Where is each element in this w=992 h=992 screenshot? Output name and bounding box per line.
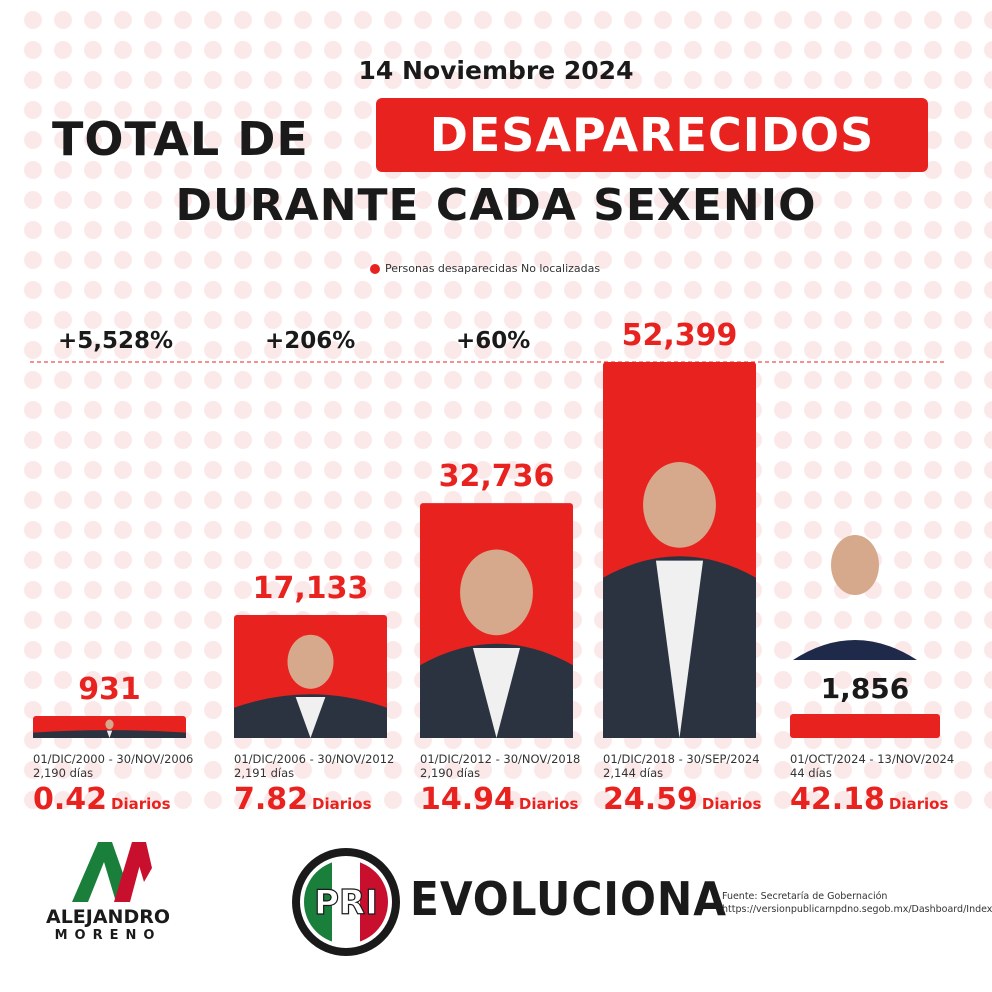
daily-rate-2: 7.82 Diarios xyxy=(234,782,372,817)
brand-sub: MORENO xyxy=(54,928,162,943)
bar-value-label-1: 931 xyxy=(78,672,141,707)
portrait-head-5 xyxy=(831,535,879,595)
legend: Personas desaparecidas No localizadas xyxy=(370,262,600,275)
increase-label-1: +5,528% xyxy=(58,328,174,354)
daily-rate-1: 0.42 Diarios xyxy=(33,782,171,817)
period-label-5: 01/OCT/2024 - 13/NOV/2024 44 días xyxy=(790,752,955,780)
portrait-head-1 xyxy=(105,719,114,730)
period-label-2: 01/DIC/2006 - 30/NOV/2012 2,191 días xyxy=(234,752,395,780)
legend-label: Personas desaparecidas No localizadas xyxy=(385,262,601,275)
portrait-head-3 xyxy=(460,549,533,636)
portrait-shirt-4 xyxy=(655,560,704,738)
bar-value-label-2: 17,133 xyxy=(252,571,369,607)
title-highlight: DESAPARECIDOS xyxy=(376,98,928,172)
source-line-2: https://versionpublicarnpdno.segob.mx/Da… xyxy=(722,904,992,915)
svg-text:PRI: PRI xyxy=(314,883,378,923)
source-note: Fuente: Secretaría de Gobernación https:… xyxy=(722,890,992,916)
pri-logo: PRI xyxy=(292,848,400,956)
pri-slogan: EVOLUCIONA xyxy=(410,872,727,926)
bar-value-label-3: 32,736 xyxy=(438,459,555,495)
portrait-shirt-2 xyxy=(295,696,326,738)
portrait-head-4 xyxy=(643,462,716,548)
title-prefix: TOTAL DE xyxy=(52,112,309,166)
bar-value-label-4: 52,399 xyxy=(621,318,738,353)
title-line-1: TOTAL DE DESAPARECIDOS xyxy=(0,98,992,178)
daily-rate-3: 14.94 Diarios xyxy=(420,782,579,817)
alejandro-moreno-logo: ALEJANDRO MORENO xyxy=(28,828,188,948)
title-line-2: DURANTE CADA SEXENIO xyxy=(175,180,817,231)
am-monogram-icon xyxy=(72,842,152,902)
portrait-head-2 xyxy=(287,634,334,689)
brand-name: ALEJANDRO xyxy=(45,906,171,928)
date-label: 14 Noviembre 2024 xyxy=(358,56,634,85)
portrait-shirt-1 xyxy=(106,730,113,738)
portrait-body-5 xyxy=(793,640,917,660)
legend-swatch xyxy=(370,263,380,274)
source-line-1: Fuente: Secretaría de Gobernación xyxy=(722,891,888,902)
daily-rate-5: 42.18 Diarios xyxy=(790,782,949,817)
portrait-shirt-3 xyxy=(472,648,521,738)
period-label-4: 01/DIC/2018 - 30/SEP/2024 2,144 días xyxy=(603,752,760,780)
period-label-1: 01/DIC/2000 - 30/NOV/2006 2,190 días xyxy=(33,752,194,780)
increase-label-3: +60% xyxy=(456,328,531,354)
bar-value-label-5: 1,856 xyxy=(820,672,910,705)
period-label-3: 01/DIC/2012 - 30/NOV/2018 2,190 días xyxy=(420,752,581,780)
daily-rate-4: 24.59 Diarios xyxy=(603,782,762,817)
increase-label-2: +206% xyxy=(265,328,356,354)
bar-5 xyxy=(790,714,940,738)
